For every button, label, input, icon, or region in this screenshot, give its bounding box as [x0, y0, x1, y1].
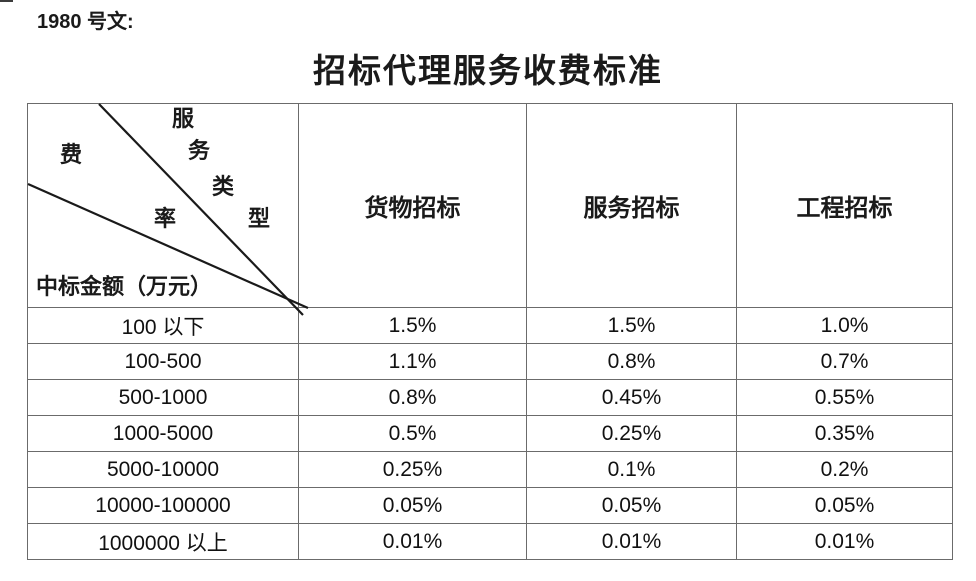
rate-cell: 0.25%	[298, 451, 527, 488]
amount-range-cell: 5000-10000	[27, 451, 299, 488]
corner-label-service-type-char: 务	[188, 138, 211, 163]
corner-label-service-type-char: 型	[248, 206, 271, 231]
corner-label-service-type-char: 类	[212, 174, 235, 199]
amount-range-cell: 100-500	[27, 343, 299, 380]
page-title: 招标代理服务收费标准	[313, 54, 663, 90]
fee-row: 1000000 以上 0.01% 0.01% 0.01%	[27, 523, 953, 560]
corner-label-rate-char: 率	[154, 206, 177, 231]
fee-row: 1000-5000 0.5% 0.25% 0.35%	[27, 415, 953, 452]
fee-standard-table: 服 务 类 型 费 率 中标金额（万元） 货物招标 服务招标 工程招标 100 …	[27, 103, 953, 560]
table-corner-cell: 服 务 类 型 费 率 中标金额（万元）	[27, 103, 309, 316]
rate-cell: 0.8%	[526, 343, 737, 380]
rate-cell: 0.7%	[736, 343, 953, 380]
amount-range-cell: 10000-100000	[27, 487, 299, 524]
amount-range-cell: 1000000 以上	[27, 523, 299, 560]
page-corner-mark	[0, 0, 13, 2]
fee-row: 5000-10000 0.25% 0.1% 0.2%	[27, 451, 953, 488]
amount-range-cell: 100 以下	[27, 307, 299, 344]
rate-cell: 0.05%	[736, 487, 953, 524]
amount-range-cell: 1000-5000	[27, 415, 299, 452]
rate-cell: 0.45%	[526, 379, 737, 416]
corner-label-rate-char: 费	[60, 142, 83, 167]
fee-row: 10000-100000 0.05% 0.05% 0.05%	[27, 487, 953, 524]
rate-cell: 0.05%	[298, 487, 527, 524]
rate-cell: 0.8%	[298, 379, 527, 416]
fee-row: 500-1000 0.8% 0.45% 0.55%	[27, 379, 953, 416]
rate-cell: 0.55%	[736, 379, 953, 416]
rate-cell: 0.35%	[736, 415, 953, 452]
rate-cell: 1.5%	[298, 307, 527, 344]
rate-cell: 0.5%	[298, 415, 527, 452]
rate-cell: 0.05%	[526, 487, 737, 524]
column-header-goods: 货物招标	[298, 103, 527, 308]
rate-cell: 0.01%	[526, 523, 737, 560]
rate-cell: 0.1%	[526, 451, 737, 488]
doc-reference: 1980 号文:	[37, 11, 134, 33]
rate-cell: 1.0%	[736, 307, 953, 344]
rate-cell: 0.01%	[298, 523, 527, 560]
amount-range-cell: 500-1000	[27, 379, 299, 416]
column-header-services: 服务招标	[526, 103, 737, 308]
fee-row: 100 以下 1.5% 1.5% 1.0%	[27, 307, 953, 344]
table-header-row: 服 务 类 型 费 率 中标金额（万元） 货物招标 服务招标 工程招标	[27, 103, 953, 316]
rate-cell: 1.5%	[526, 307, 737, 344]
corner-label-service-type-char: 服	[172, 106, 195, 131]
rate-cell: 0.01%	[736, 523, 953, 560]
corner-label-amount: 中标金额（万元）	[36, 274, 213, 299]
rate-cell: 0.25%	[526, 415, 737, 452]
rate-cell: 1.1%	[298, 343, 527, 380]
rate-cell: 0.2%	[736, 451, 953, 488]
column-header-engineering: 工程招标	[736, 103, 953, 308]
fee-row: 100-500 1.1% 0.8% 0.7%	[27, 343, 953, 380]
